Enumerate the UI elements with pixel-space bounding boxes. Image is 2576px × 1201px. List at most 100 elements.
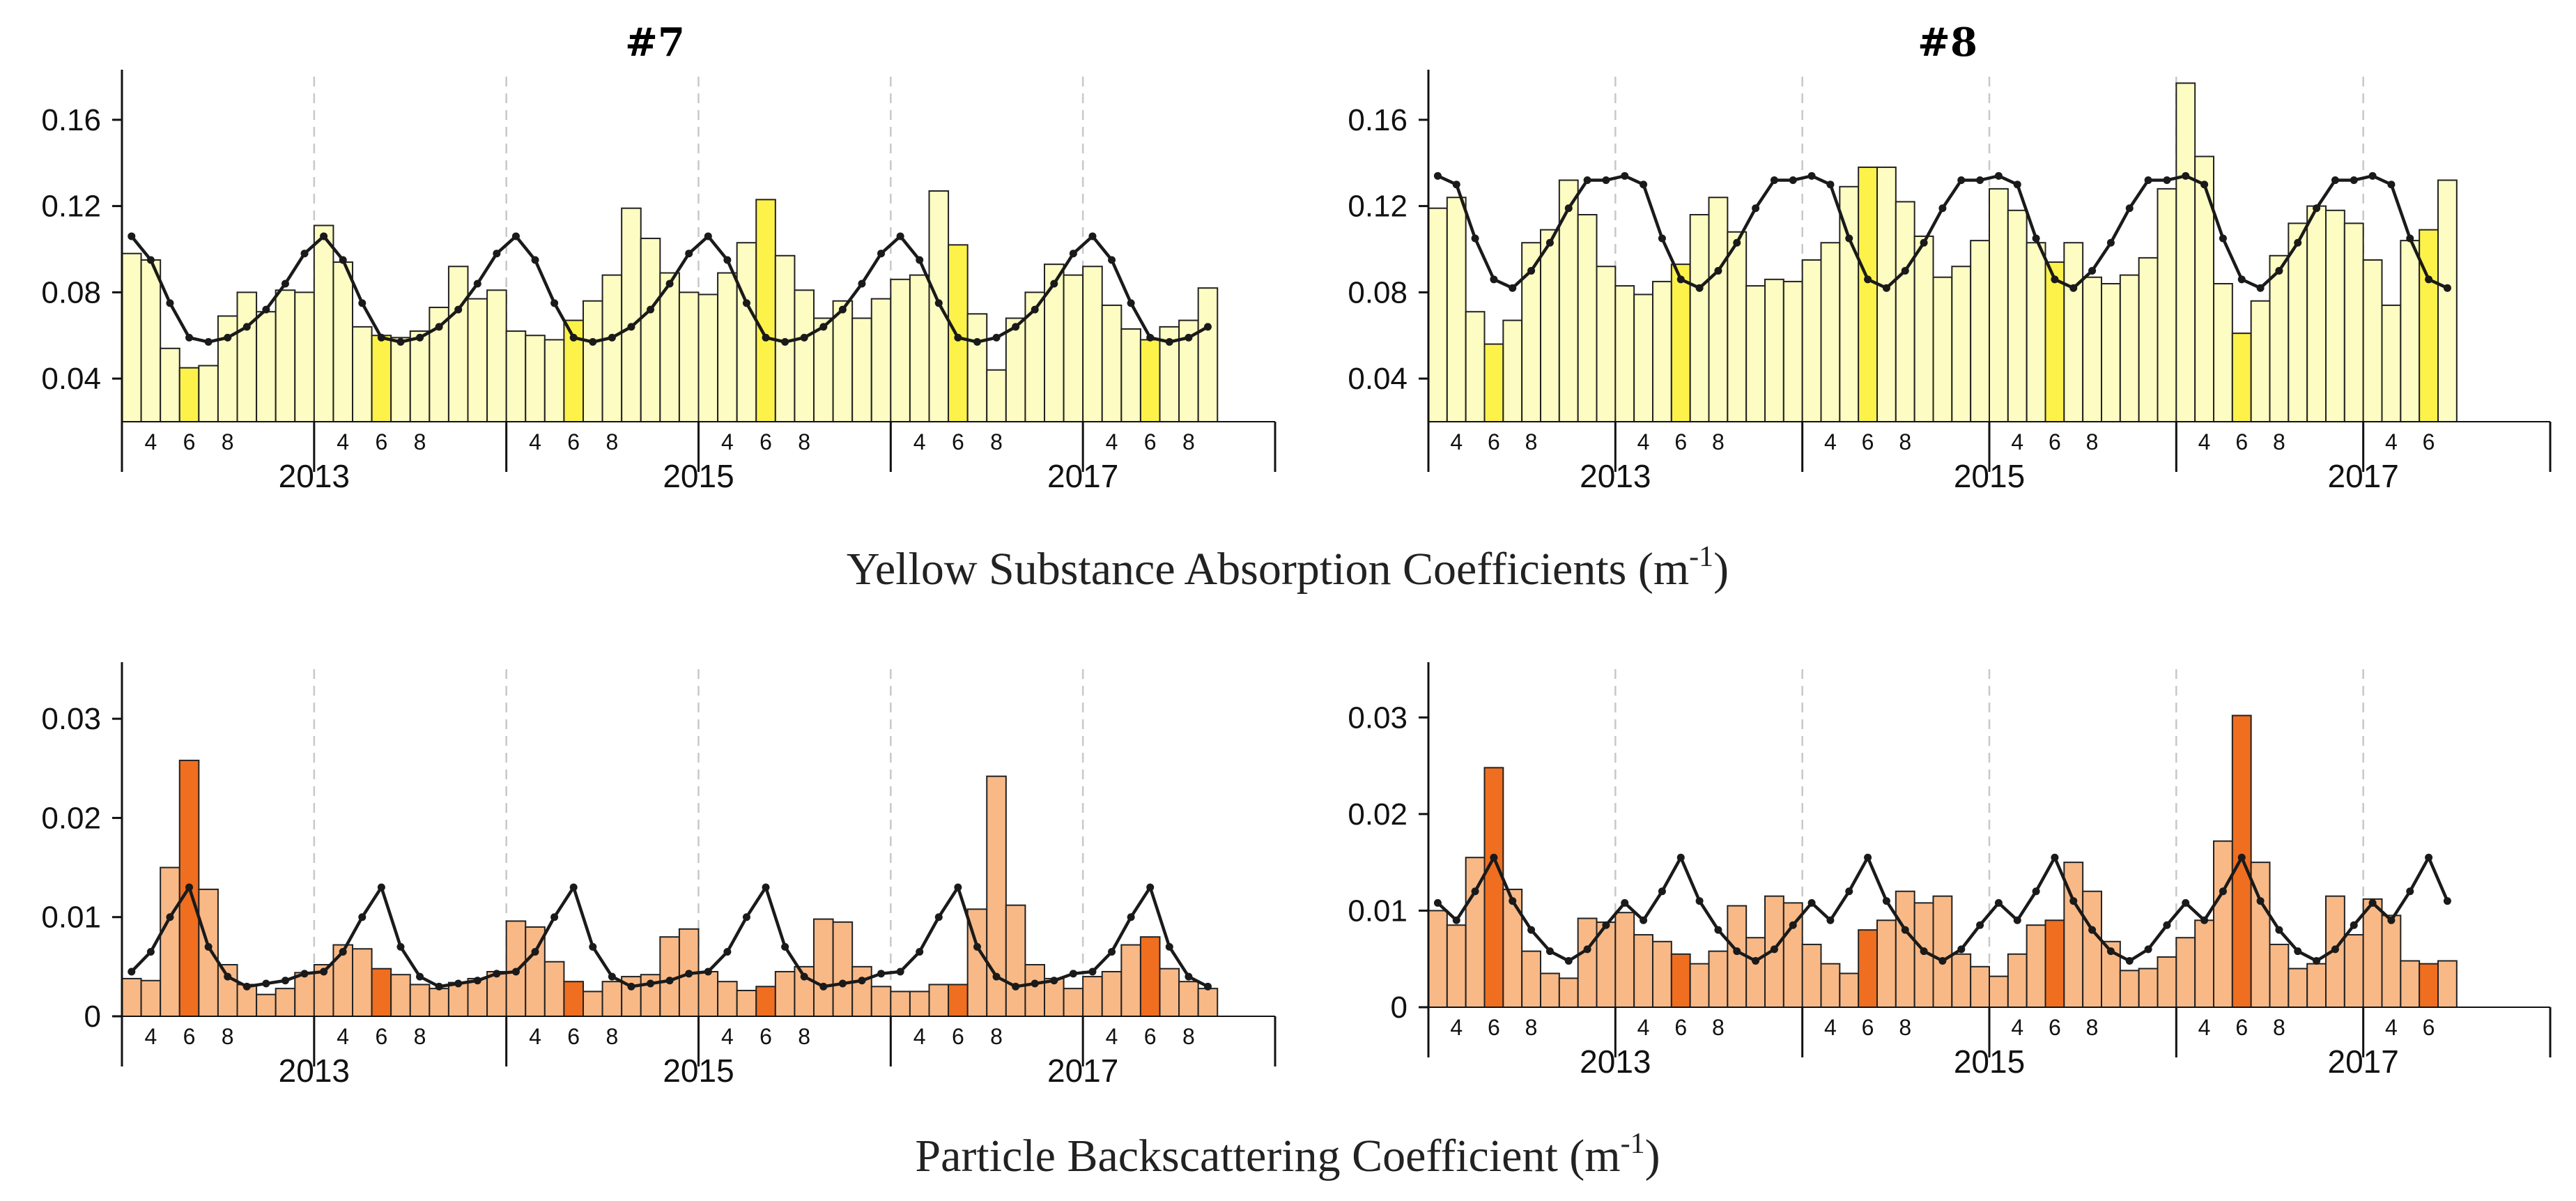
climatology-point xyxy=(1564,204,1573,213)
climatology-point xyxy=(1012,323,1020,331)
bar xyxy=(1745,937,1766,1008)
climatology-point xyxy=(1545,238,1554,247)
bar xyxy=(563,981,585,1017)
bar xyxy=(851,965,872,1018)
bar xyxy=(2044,261,2065,422)
year-label: 2015 xyxy=(1954,1043,2025,1080)
ys-caption-end: ) xyxy=(1713,544,1729,595)
climatology-point xyxy=(838,305,847,314)
bar xyxy=(890,990,911,1018)
climatology-point xyxy=(1108,948,1116,956)
ys-caption-main: Yellow Substance Absorption Coefficients… xyxy=(847,544,1689,595)
climatology-point xyxy=(2406,234,2414,243)
climatology-point xyxy=(800,972,808,981)
climatology-point xyxy=(377,883,385,892)
climatology-point xyxy=(1994,171,2003,180)
bar xyxy=(1801,943,1822,1009)
climatology-point xyxy=(1882,284,1890,292)
bar xyxy=(736,242,757,422)
bar xyxy=(2138,257,2159,422)
climatology-point xyxy=(723,948,732,956)
climatology-point xyxy=(819,323,828,331)
climatology-point xyxy=(1527,266,1536,275)
climatology-point xyxy=(896,967,904,976)
panel-title-8: #8 xyxy=(1918,20,1977,66)
bar xyxy=(1633,934,1654,1008)
climatology-point xyxy=(166,299,174,307)
year-label: 2017 xyxy=(2327,458,2398,494)
bar xyxy=(1970,240,1991,422)
climatology-point xyxy=(1976,921,1984,929)
climatology-point xyxy=(2200,916,2209,924)
climatology-point xyxy=(1069,250,1077,258)
climatology-point xyxy=(685,970,693,978)
climatology-point xyxy=(2069,897,2078,905)
climatology-point xyxy=(339,256,347,264)
month-tick-label: 4 xyxy=(529,429,541,454)
bar xyxy=(1428,910,1448,1009)
bar xyxy=(1989,188,2009,422)
climatology-point xyxy=(1185,972,1193,981)
climatology-point xyxy=(992,333,1001,342)
climatology-point xyxy=(2144,176,2152,184)
bar xyxy=(1139,936,1161,1017)
climatology-point xyxy=(396,942,405,951)
bar xyxy=(870,986,892,1018)
bar xyxy=(1876,166,1897,422)
climatology-point xyxy=(2443,284,2451,292)
month-tick-label: 6 xyxy=(759,1024,772,1049)
bar xyxy=(2288,222,2308,422)
ys-caption-exp: -1 xyxy=(1689,541,1713,573)
bar xyxy=(1801,259,1822,422)
bar xyxy=(1745,285,1766,422)
bar xyxy=(717,981,738,1017)
climatology-point xyxy=(762,883,770,892)
bar xyxy=(2306,205,2327,422)
month-tick-label: 4 xyxy=(529,1024,541,1049)
climatology-point xyxy=(473,977,481,985)
month-tick-label: 6 xyxy=(2235,1015,2248,1040)
climatology-point xyxy=(954,883,962,892)
climatology-point xyxy=(1088,967,1097,976)
climatology-point xyxy=(1826,916,1835,924)
bar xyxy=(1858,929,1879,1008)
climatology-point xyxy=(742,913,750,921)
climatology-point xyxy=(2219,887,2227,896)
climatology-point xyxy=(1433,171,1442,180)
bar xyxy=(467,298,488,422)
climatology-point xyxy=(1920,947,1928,956)
climatology-point xyxy=(1658,234,1666,243)
bar xyxy=(486,289,507,422)
year-label: 2013 xyxy=(279,1053,350,1089)
bar xyxy=(1082,976,1103,1017)
bar xyxy=(1689,214,1710,422)
climatology-point xyxy=(435,982,443,990)
bar xyxy=(198,888,219,1017)
bar xyxy=(2419,229,2439,422)
month-tick-label: 8 xyxy=(1525,429,1538,454)
climatology-point xyxy=(262,305,270,314)
climatology-point xyxy=(1826,181,1835,189)
climatology-point xyxy=(1012,982,1020,990)
y-tick-label: 0 xyxy=(84,1000,101,1034)
bar xyxy=(543,339,565,422)
bar xyxy=(429,988,449,1018)
bar xyxy=(1820,242,1841,422)
month-tick-label: 4 xyxy=(913,429,926,454)
climatology-point xyxy=(608,333,616,342)
climatology-point xyxy=(1203,982,1212,990)
bar xyxy=(1577,214,1598,422)
climatology-point xyxy=(531,948,539,956)
bar xyxy=(1502,888,1523,1009)
climatology-point xyxy=(2219,234,2227,243)
bar xyxy=(794,289,815,422)
bar xyxy=(2437,960,2458,1008)
climatology-point xyxy=(2088,266,2097,275)
bar xyxy=(1727,905,1748,1008)
climatology-point xyxy=(1938,956,1947,965)
climatology-point xyxy=(1471,887,1479,896)
bar xyxy=(1082,266,1103,422)
climatology-point xyxy=(934,299,943,307)
month-tick-label: 8 xyxy=(798,429,810,454)
climatology-point xyxy=(1165,338,1173,346)
